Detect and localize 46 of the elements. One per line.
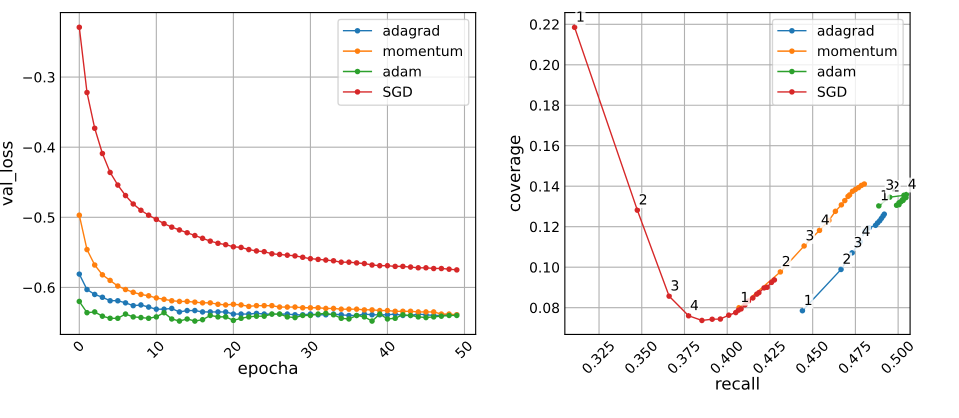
y-tick-label: 0.20 — [530, 60, 560, 70]
annotation: 4 — [690, 300, 698, 310]
y-axis-title: val_loss — [0, 142, 16, 206]
legend-label: adagrad — [818, 25, 874, 38]
x-tick-label: 10 — [146, 340, 165, 358]
y-tick-label: 0.10 — [530, 262, 560, 273]
annotation: 2 — [782, 256, 790, 266]
y-tick-label: 0.22 — [530, 19, 559, 30]
y-tick-label: 0.16 — [530, 140, 560, 152]
annotation: 3 — [854, 236, 862, 248]
annotation: 1 — [882, 190, 888, 200]
y-tick-label: 0.14 — [530, 181, 560, 192]
annotation: 4 — [822, 214, 829, 225]
x-tick-label: 0 — [72, 340, 85, 352]
legend-label: SGD — [383, 86, 412, 97]
annotation: 1 — [805, 294, 812, 306]
legend-label: adagrad — [383, 25, 439, 38]
x-tick-label: 50 — [454, 340, 473, 359]
x-axis-title: recall — [716, 376, 759, 390]
legend-label: momentum — [384, 46, 462, 56]
annotation: 2 — [892, 181, 899, 192]
y-axis-title: coverage — [510, 136, 524, 212]
annotation: 1 — [578, 12, 584, 22]
annotation: 1 — [742, 292, 748, 302]
annotation: 4 — [908, 178, 916, 189]
x-axis-title: epocha — [238, 361, 298, 378]
annotation: 3 — [672, 280, 678, 291]
x-tick-label: 40 — [377, 340, 396, 359]
annotation: 2 — [640, 194, 646, 204]
annotation: 2 — [843, 253, 850, 264]
legend-label: SGD — [818, 86, 846, 97]
y-tick-label: −0.5 — [23, 212, 54, 223]
x-tick-label: 30 — [300, 340, 319, 359]
legend-label: momentum — [818, 46, 896, 56]
y-tick-label: −0.4 — [23, 142, 55, 153]
legend-label: adam — [818, 66, 856, 77]
annotation: 4 — [862, 226, 870, 236]
annotation: 3 — [886, 179, 894, 190]
x-tick-label: 20 — [223, 340, 242, 359]
y-tick-label: 0.08 — [530, 302, 560, 314]
y-tick-label: 0.12 — [530, 222, 559, 232]
annotation: 3 — [806, 230, 814, 240]
legend-label: adam — [383, 66, 421, 77]
y-tick-label: −0.3 — [23, 72, 54, 83]
y-tick-label: −0.6 — [23, 282, 55, 293]
y-tick-label: 0.18 — [530, 100, 560, 111]
